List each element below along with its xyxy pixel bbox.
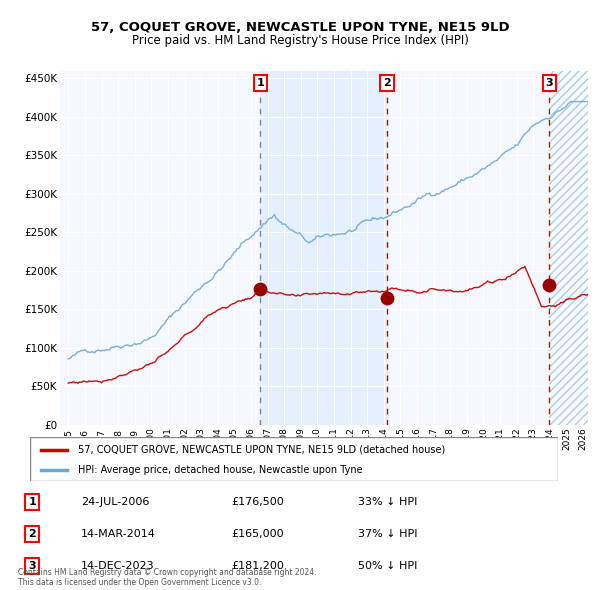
- Text: 1: 1: [256, 78, 264, 88]
- Text: Price paid vs. HM Land Registry's House Price Index (HPI): Price paid vs. HM Land Registry's House …: [131, 34, 469, 47]
- Text: 14-MAR-2014: 14-MAR-2014: [81, 529, 156, 539]
- Text: £165,000: £165,000: [231, 529, 284, 539]
- Text: 2: 2: [28, 529, 36, 539]
- Text: 57, COQUET GROVE, NEWCASTLE UPON TYNE, NE15 9LD: 57, COQUET GROVE, NEWCASTLE UPON TYNE, N…: [91, 21, 509, 34]
- Text: Contains HM Land Registry data © Crown copyright and database right 2024.
This d: Contains HM Land Registry data © Crown c…: [18, 568, 317, 587]
- Text: £176,500: £176,500: [231, 497, 284, 507]
- Text: 3: 3: [545, 78, 553, 88]
- Text: 50% ↓ HPI: 50% ↓ HPI: [358, 561, 417, 571]
- Text: 57, COQUET GROVE, NEWCASTLE UPON TYNE, NE15 9LD (detached house): 57, COQUET GROVE, NEWCASTLE UPON TYNE, N…: [77, 445, 445, 455]
- Text: 1: 1: [28, 497, 36, 507]
- Bar: [549, 71, 588, 425]
- FancyBboxPatch shape: [30, 437, 558, 481]
- Point: [256, 284, 265, 294]
- Text: HPI: Average price, detached house, Newcastle upon Tyne: HPI: Average price, detached house, Newc…: [77, 465, 362, 475]
- Point: [382, 293, 392, 303]
- Text: 3: 3: [28, 561, 36, 571]
- Bar: [260, 71, 387, 425]
- Point: [544, 281, 554, 290]
- Text: £181,200: £181,200: [231, 561, 284, 571]
- Text: 14-DEC-2023: 14-DEC-2023: [81, 561, 155, 571]
- Bar: [549, 71, 588, 425]
- Text: 2: 2: [383, 78, 391, 88]
- Text: 33% ↓ HPI: 33% ↓ HPI: [358, 497, 417, 507]
- Text: 37% ↓ HPI: 37% ↓ HPI: [358, 529, 417, 539]
- Text: 24-JUL-2006: 24-JUL-2006: [81, 497, 149, 507]
